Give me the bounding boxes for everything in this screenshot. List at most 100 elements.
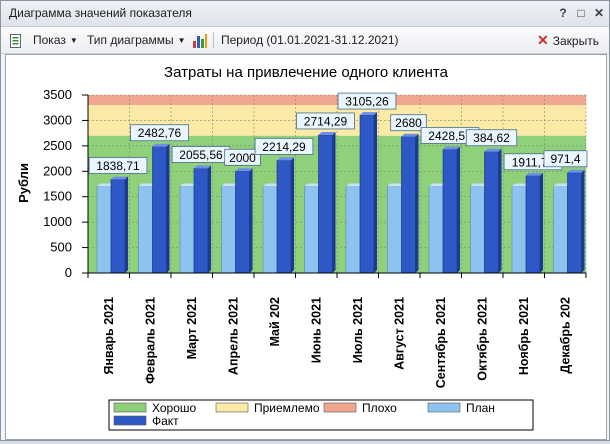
data-label-box xyxy=(88,157,148,174)
fact-bar-top xyxy=(360,112,377,116)
plan-bar xyxy=(553,186,568,274)
fact-bar-side xyxy=(498,148,502,273)
fact-bar xyxy=(525,175,541,274)
fact-bar-top xyxy=(111,176,128,180)
x-tick-label: Август 2021 xyxy=(392,297,406,370)
x-tick-label: Апрель 2021 xyxy=(226,297,240,375)
plan-bar-top xyxy=(97,183,114,187)
plan-bar xyxy=(221,186,236,274)
data-label: 384,62 xyxy=(473,131,510,145)
plan-bar-top xyxy=(138,183,156,187)
legend-entry: Приемлемо xyxy=(254,401,320,415)
fact-bar-side xyxy=(208,165,211,273)
x-tick-label: Октябрь 2021 xyxy=(475,297,489,381)
data-label: 3105,26 xyxy=(345,95,389,109)
data-label: 971,4 xyxy=(550,152,580,166)
data-label: 2214,29 xyxy=(262,140,306,154)
plan-bar-top xyxy=(263,183,280,187)
legend-box xyxy=(108,399,534,431)
plan-bar-top xyxy=(387,183,405,187)
data-label-box xyxy=(296,112,355,130)
fact-bar-side xyxy=(291,157,294,273)
legend-entry: Хорошо xyxy=(152,401,197,415)
fact-bar-side xyxy=(415,133,419,273)
y-tick-label: 2000 xyxy=(43,163,72,178)
legend-entry: План xyxy=(466,401,495,415)
plan-bar-top xyxy=(429,183,446,187)
fact-bar xyxy=(318,134,333,274)
plan-bar-top xyxy=(180,183,197,187)
data-label-box xyxy=(337,92,397,110)
close-report-button[interactable]: ✕ Закрыть xyxy=(537,27,599,53)
legend-swatch xyxy=(323,402,357,413)
data-label-box xyxy=(254,137,314,155)
x-tick-label: Май 202 xyxy=(268,297,282,347)
toolbar-separator xyxy=(213,32,214,48)
x-tick-label: Июнь 2021 xyxy=(309,297,323,363)
data-label: 2000 xyxy=(229,151,256,165)
help-button[interactable]: ? xyxy=(559,6,567,20)
legend-swatch xyxy=(215,402,249,413)
chart-type-menu-label: Тип диаграммы xyxy=(87,33,174,47)
show-menu[interactable]: Показ ▼ xyxy=(33,27,78,53)
plan-bar xyxy=(428,186,444,274)
fact-bar-top xyxy=(318,131,336,135)
toolbar: Показ ▼ Тип диаграммы ▼ Период (01.01.2021… xyxy=(1,27,609,54)
fact-bar-side xyxy=(166,143,170,273)
plan-bar xyxy=(138,186,153,274)
plan-bar-top xyxy=(346,183,363,187)
fact-bar xyxy=(359,114,375,274)
fact-bar-top xyxy=(277,157,294,161)
data-label-box xyxy=(130,124,189,142)
y-axis-label: Рубли xyxy=(16,163,31,203)
y-tick-label: 0 xyxy=(65,265,72,280)
restore-button[interactable]: □ xyxy=(577,6,585,20)
export-icon[interactable] xyxy=(9,27,23,53)
close-report-label: Закрыть xyxy=(552,34,599,48)
fact-bar xyxy=(567,172,582,274)
title-bar[interactable]: Диаграмма значений показателя ? □ ✕ xyxy=(1,1,609,27)
fact-bar xyxy=(484,151,499,274)
fact-bar-side xyxy=(540,172,543,273)
fact-bar-top xyxy=(401,133,419,137)
x-tick-label: Сентябрь 2021 xyxy=(434,297,448,388)
data-label: 1838,71 xyxy=(96,159,140,173)
fact-bar xyxy=(193,168,209,274)
chart-area: Затраты на привлечение одного клиента Ру… xyxy=(5,54,607,440)
fact-bar xyxy=(276,160,292,274)
bar-chart-icon[interactable] xyxy=(192,27,208,53)
fact-bar-top xyxy=(235,168,253,172)
chart-type-menu[interactable]: Тип диаграммы ▼ xyxy=(87,27,186,53)
fact-bar-side xyxy=(457,146,460,273)
y-tick-label: 3500 xyxy=(43,87,72,102)
y-tick-label: 500 xyxy=(50,240,72,255)
x-tick-label: Июль 2021 xyxy=(351,297,365,363)
fact-bar-top xyxy=(567,169,585,173)
plan-bar xyxy=(387,186,402,274)
period-button[interactable]: Период (01.01.2021-31.12.2021) xyxy=(221,33,399,47)
fact-bar xyxy=(401,136,416,274)
y-tick-label: 2500 xyxy=(43,138,72,153)
fact-bar xyxy=(235,170,250,274)
fact-bar xyxy=(110,179,126,274)
data-label: 2055,56 xyxy=(179,148,223,162)
fact-bar-top xyxy=(526,172,543,176)
close-x-icon: ✕ xyxy=(537,32,549,48)
y-tick-label: 1500 xyxy=(43,189,72,204)
chevron-down-icon: ▼ xyxy=(177,36,186,45)
data-label-box xyxy=(543,150,588,168)
plan-bar xyxy=(179,186,195,274)
fact-bar-side xyxy=(374,112,377,273)
plan-bar-top xyxy=(512,183,529,187)
legend-swatch xyxy=(427,402,461,413)
cost-chart: Затраты на привлечение одного клиента Ру… xyxy=(16,64,588,431)
window-close-button[interactable]: ✕ xyxy=(593,6,605,20)
y-tick-label: 3000 xyxy=(43,112,72,127)
data-label: 2482,76 xyxy=(138,126,182,140)
legend-swatch xyxy=(113,415,147,426)
legend-swatch xyxy=(113,402,147,413)
fact-bar xyxy=(152,146,167,274)
fact-bar-top xyxy=(484,148,502,152)
fact-bar-side xyxy=(249,168,253,273)
